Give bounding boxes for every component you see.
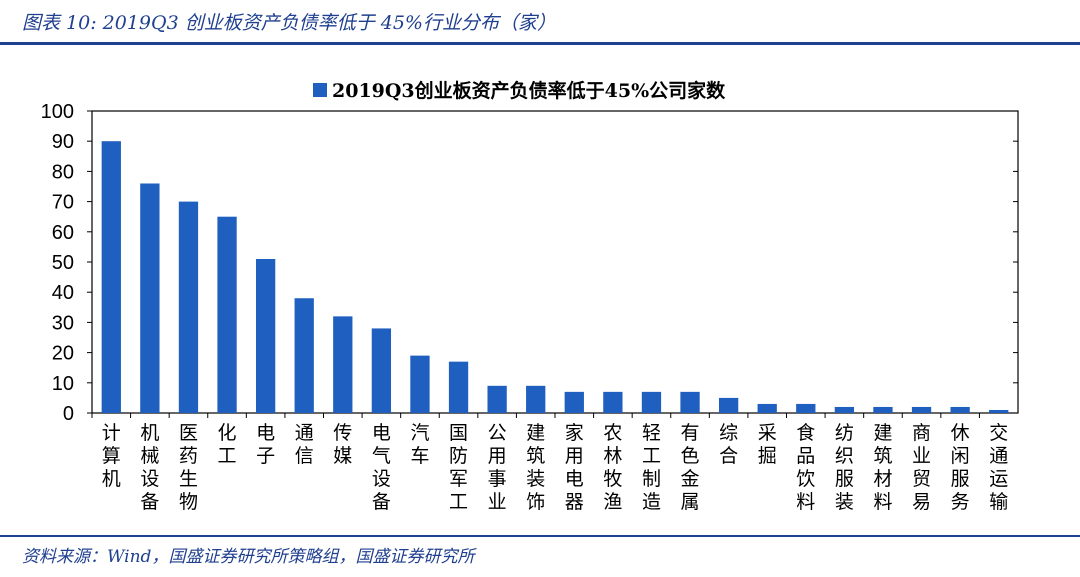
bar-24 [989, 409, 1009, 413]
x-category-label: 汽车 [410, 422, 429, 467]
source-note: 资料来源：Wind，国盛证券研究所策略组，国盛证券研究所 [22, 547, 475, 567]
x-category-label: 综合 [719, 422, 738, 467]
bar-chart: 2019Q3创业板资产负债率低于45%公司家数 0 10 20 30 40 50 60 70 8… [41, 79, 1019, 513]
bar-1 [101, 141, 121, 413]
x-category-label: 医药生物 [179, 422, 198, 513]
x-category-label: 电子 [256, 422, 275, 467]
x-category-label: 纺织服装 [835, 422, 854, 513]
x-category-label: 交通运输 [989, 422, 1008, 513]
x-category-label: 建筑材料 [873, 422, 892, 513]
bar-19 [796, 403, 816, 413]
bar-18 [757, 403, 777, 413]
figure-title: 图表 10: 2019Q3 创业板资产负债率低于 45%行业分布（家） [22, 12, 556, 34]
y-tick-label: 50 [52, 252, 74, 274]
bar-12 [526, 385, 546, 413]
legend: 2019Q3创业板资产负债率低于45%公司家数 [313, 79, 726, 102]
bar-10 [448, 361, 469, 413]
x-category-label: 公用事业 [488, 422, 507, 513]
y-tick-label: 10 [52, 373, 74, 395]
top-divider [0, 42, 1080, 45]
bar-5 [255, 258, 276, 413]
y-tick-label: 100 [41, 101, 74, 123]
legend-label: 2019Q3创业板资产负债率低于45%公司家数 [332, 79, 726, 102]
bar-4 [217, 216, 237, 413]
y-tick-label: 80 [52, 161, 74, 183]
bar-20 [834, 406, 855, 413]
x-category-label: 休闲服务 [951, 422, 970, 513]
x-category-label: 轻工制造 [642, 422, 661, 513]
x-category-label: 机械设备 [140, 422, 159, 513]
x-category-label: 商业贸易 [912, 422, 931, 513]
x-category-label: 家用电器 [565, 422, 584, 513]
bar-17 [718, 397, 739, 413]
x-category-label: 食品饮料 [796, 422, 815, 513]
y-tick-label: 40 [52, 282, 74, 304]
x-category-label: 有色金属 [681, 422, 700, 513]
y-tick-label: 60 [52, 222, 74, 244]
legend-swatch [313, 83, 327, 97]
bars [101, 141, 1009, 413]
bar-6 [294, 298, 314, 413]
y-tick-label: 90 [52, 131, 74, 153]
y-tick-label: 30 [52, 312, 74, 334]
x-category-label: 传媒 [333, 422, 352, 467]
bottom-divider [0, 535, 1080, 537]
bar-13 [564, 391, 584, 413]
bar-23 [950, 406, 970, 413]
x-category-label: 电气设备 [372, 422, 391, 513]
bar-16 [680, 391, 700, 413]
bar-3 [178, 201, 199, 413]
x-category-label: 国防军工 [449, 422, 468, 513]
bar-11 [487, 385, 507, 413]
y-tick-labels: 0 10 20 30 40 50 60 70 80 90 100 [41, 101, 74, 425]
bar-7 [333, 316, 353, 413]
bar-2 [140, 183, 160, 413]
y-tick-label: 0 [63, 403, 74, 425]
bar-9 [410, 355, 430, 413]
bar-8 [371, 328, 392, 413]
bar-21 [873, 406, 893, 413]
x-category-label: 建筑装饰 [526, 422, 545, 513]
x-category-label: 化工 [218, 422, 237, 467]
x-category-label: 计算机 [102, 422, 121, 490]
y-tick-label: 20 [52, 343, 74, 365]
axes [87, 110, 1019, 418]
bar-15 [641, 391, 662, 413]
bar-22 [911, 406, 932, 413]
y-tick-label: 70 [52, 192, 74, 214]
x-category-label: 农林牧渔 [603, 422, 622, 513]
x-category-label: 采掘 [758, 422, 777, 467]
bar-14 [603, 391, 623, 413]
x-category-label: 通信 [295, 422, 314, 467]
